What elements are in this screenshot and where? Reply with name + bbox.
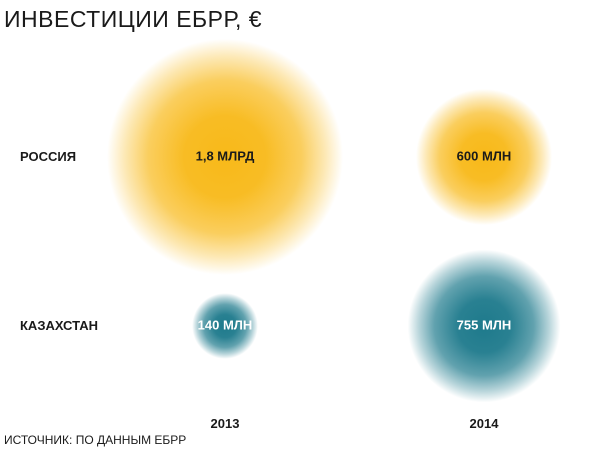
bubble bbox=[192, 293, 258, 359]
bubble-value-label: 140 МЛН bbox=[198, 317, 253, 332]
column-label: 2013 bbox=[211, 416, 240, 431]
bubble bbox=[107, 39, 343, 275]
chart-title: ИНВЕСТИЦИИ ЕБРР, € bbox=[4, 6, 262, 32]
row-label: КАЗАХСТАН bbox=[20, 318, 98, 333]
bubbles: 1,8 МЛРД 600 МЛН 140 МЛН 755 МЛН bbox=[107, 39, 561, 403]
source-note: ИСТОЧНИК: ПО ДАННЫМ ЕБРР bbox=[4, 433, 186, 447]
bubble bbox=[407, 249, 561, 403]
row-label: РОССИЯ bbox=[20, 149, 76, 164]
bubble-value-label: 755 МЛН bbox=[457, 317, 512, 332]
column-labels: 2013 2014 bbox=[211, 416, 500, 431]
row-labels: РОССИЯ КАЗАХСТАН bbox=[20, 149, 98, 333]
column-label: 2014 bbox=[470, 416, 500, 431]
bubble bbox=[415, 88, 553, 226]
bubble-value-label: 600 МЛН bbox=[457, 148, 512, 163]
bubble-value-label: 1,8 МЛРД bbox=[196, 148, 255, 163]
